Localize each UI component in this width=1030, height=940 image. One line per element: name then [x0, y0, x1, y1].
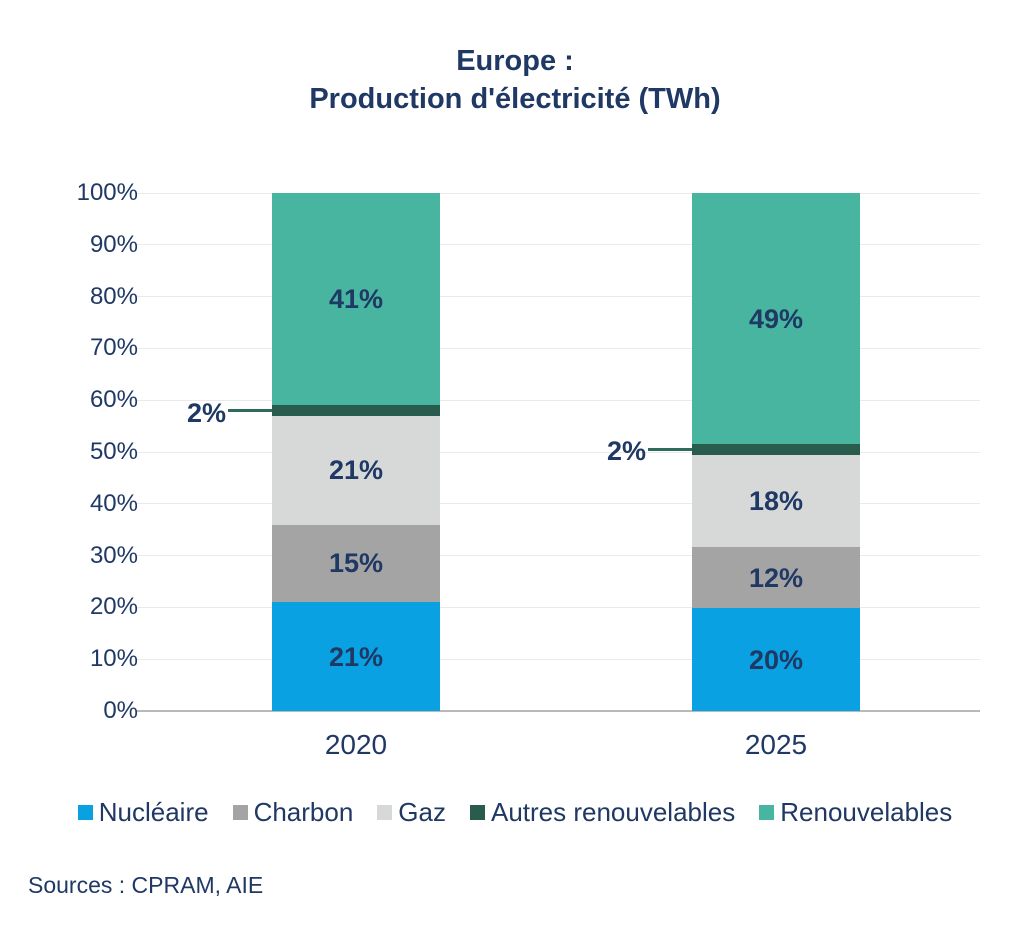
bar-segment-label: 21%	[328, 641, 384, 672]
legend-label: Charbon	[253, 797, 354, 827]
y-tick-label: 70%	[89, 334, 138, 362]
legend-swatch-icon	[469, 805, 485, 820]
callout-label: 2%	[186, 397, 226, 428]
bar-segment	[692, 454, 860, 547]
callout-line	[228, 409, 272, 413]
bar-segment	[272, 415, 440, 525]
bar-segment	[692, 444, 860, 455]
y-tick-label: 50%	[89, 438, 138, 465]
bar-segment-label: 49%	[748, 303, 804, 334]
legend-label: Autres renouvelables	[490, 797, 736, 827]
y-tick-label: 30%	[89, 541, 138, 569]
legend-label: Renouvelables	[780, 797, 953, 827]
y-tick-label: 100%	[76, 179, 138, 206]
gridline	[137, 503, 980, 505]
callout-line	[648, 447, 692, 451]
y-tick-label: 90%	[89, 230, 138, 258]
legend-swatch-icon	[377, 805, 393, 820]
bar-segment-label: 20%	[748, 644, 804, 675]
bar-segment-label: 18%	[748, 485, 804, 516]
x-axis-label: 2020	[324, 729, 388, 760]
chart-title-line2: Production d'électricité (TWh)	[309, 83, 721, 115]
gridline	[137, 658, 980, 660]
legend-item: Renouvelables	[759, 797, 952, 828]
callout-label: 2%	[606, 436, 646, 467]
sources-note: Sources : CPRAM, AIE	[28, 872, 264, 898]
bar-segment	[272, 524, 440, 603]
bar-segment	[272, 602, 440, 711]
legend-label: Nucléaire	[98, 797, 209, 827]
bar-segment-label: 15%	[328, 548, 384, 579]
bar-segment-label: 41%	[328, 284, 384, 315]
chart-title-line1: Europe :	[456, 45, 574, 77]
bar-segment	[692, 193, 860, 445]
plot-area: 0% 10% 20% 30% 40% 50% 60% 70% 80% 90% 100% 21% 15% 2…	[77, 179, 980, 760]
gridline	[137, 296, 980, 298]
gridline	[137, 606, 980, 608]
bar-segment-label: 21%	[328, 455, 384, 486]
y-tick-label: 40%	[89, 489, 138, 517]
gridline	[137, 399, 980, 401]
y-tick-label: 20%	[89, 593, 138, 621]
bar-segment	[692, 608, 860, 711]
y-tick-label: 80%	[89, 282, 138, 310]
bar-segment	[692, 546, 860, 609]
chart-title: Europe : Production d'électricité (TWh)	[0, 42, 1030, 118]
bar-segment-label: 12%	[748, 562, 804, 593]
legend-swatch-icon	[77, 805, 93, 820]
gridline	[137, 192, 980, 194]
gridline	[137, 555, 980, 557]
legend-item: Nucléaire	[77, 797, 209, 828]
y-tick-label: 0%	[103, 697, 138, 724]
gridline	[137, 451, 980, 453]
gridline	[137, 244, 980, 246]
gridline	[137, 347, 980, 349]
x-axis-line	[137, 710, 980, 712]
legend: Nucléaire Charbon Gaz Autres renouvelables R…	[0, 797, 1030, 828]
legend-swatch-icon	[232, 805, 248, 820]
legend-item: Gaz	[377, 797, 446, 828]
legend-swatch-icon	[759, 805, 775, 820]
legend-label: Gaz	[398, 797, 446, 827]
bar-segment	[272, 405, 440, 416]
y-tick-label: 60%	[89, 386, 138, 414]
x-axis-label: 2025	[744, 729, 808, 760]
bar-segment	[272, 193, 440, 406]
y-tick-label: 10%	[89, 645, 138, 673]
legend-item: Autres renouvelables	[469, 797, 736, 828]
legend-item: Charbon	[232, 797, 354, 828]
